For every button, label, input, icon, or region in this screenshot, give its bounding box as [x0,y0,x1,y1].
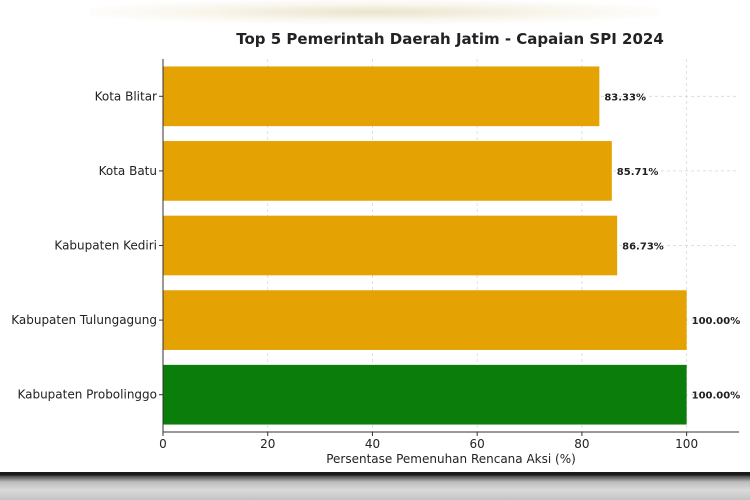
data-label: 100.00% [692,316,741,327]
x-axis-title: Persentase Pemenuhan Rencana Aksi (%) [326,452,576,466]
top-glow-decoration [90,0,660,24]
category-label: Kota Blitar [95,89,157,103]
x-tick-label: 20 [260,437,275,451]
x-tick-label: 40 [365,437,380,451]
x-tick-label: 0 [159,437,167,451]
bar-kabupaten-kediri [163,215,618,276]
axis-layer: 0 20 40 60 80 100 Kota Blitar Kota Batu Kabupate… [11,59,739,451]
data-label: 100.00% [692,391,741,402]
category-label: Kota Batu [99,164,157,178]
bar-layer: 83.33% 85.71% 86.73% 100.00% 100.00% [163,66,741,425]
data-label: 83.33% [604,92,646,103]
category-label: Kabupaten Probolinggo [17,388,157,402]
x-tick-label: 80 [574,437,589,451]
bar-kota-blitar [163,66,600,127]
category-label: Kabupaten Tulungagung [11,313,157,327]
bar-kabupaten-probolinggo [163,364,687,425]
category-label: Kabupaten Kediri [54,239,157,253]
x-tick-label: 60 [470,437,485,451]
bottom-band-decoration [0,472,750,500]
bar-kabupaten-tulungagung [163,290,687,350]
chart-title: Top 5 Pemerintah Daerah Jatim - Capaian … [236,30,664,48]
x-tick-label: 100 [675,437,698,451]
data-label: 86.73% [622,242,664,253]
data-label: 85.71% [617,167,659,178]
bar-kota-batu [163,141,612,201]
